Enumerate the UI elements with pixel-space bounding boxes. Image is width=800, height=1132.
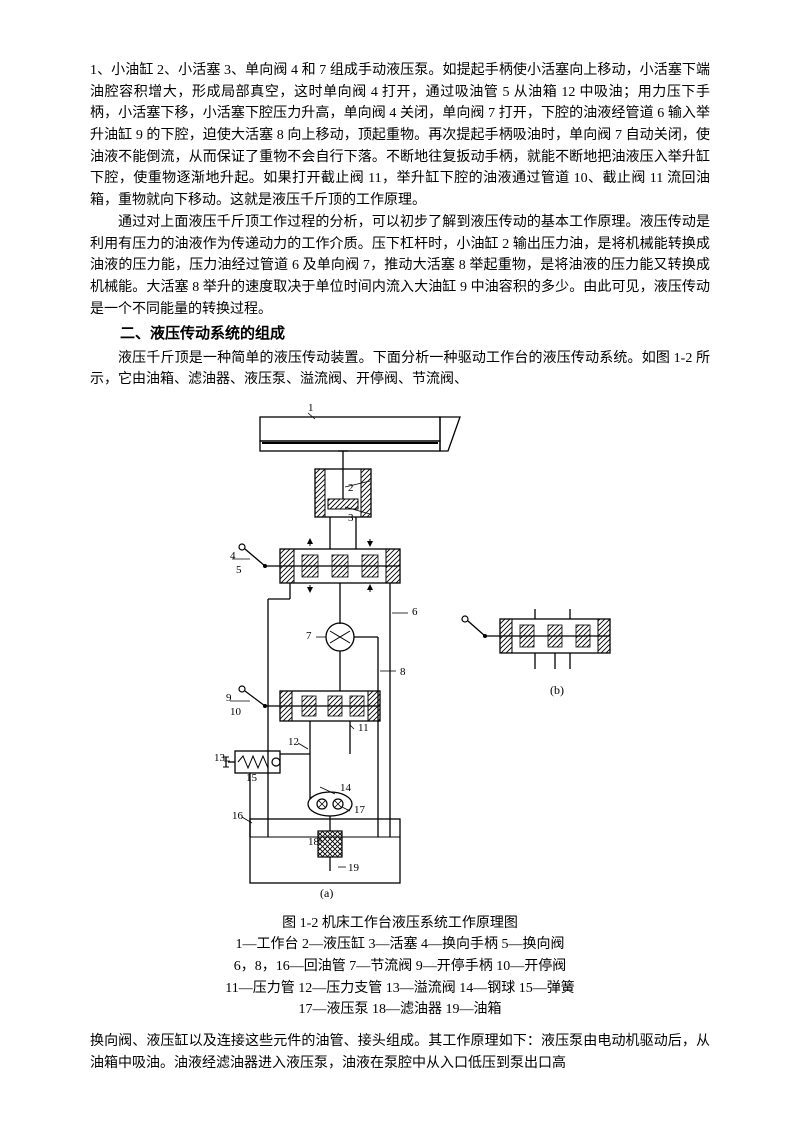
- hydraulic-diagram-svg: 1 2 3 4 5 6 7 8 9 10 11 12 13 14 15 16 1: [170, 399, 630, 899]
- svg-text:2: 2: [348, 482, 354, 494]
- svg-text:19: 19: [348, 862, 360, 874]
- paragraph-1: 1、小油缸 2、小活塞 3、单向阀 4 和 7 组成手动液压泵。如提起手柄使小活…: [90, 60, 710, 212]
- svg-text:17: 17: [354, 804, 366, 816]
- paragraph-4: 换向阀、液压缸以及连接这些元件的油管、接头组成。其工作原理如下：液压泵由电动机驱…: [90, 1031, 710, 1074]
- sublabel-a: (a): [320, 886, 333, 899]
- svg-text:6: 6: [412, 606, 418, 618]
- hydraulic-cylinder: [315, 451, 371, 539]
- caption-line-3: 11—压力管 12—压力支管 13—溢流阀 14—钢球 15—弹簧: [90, 978, 710, 1000]
- hydraulic-pump: [308, 792, 352, 831]
- worktable: [260, 417, 460, 451]
- paragraph-2: 通过对上面液压千斤顶工作过程的分析，可以初步了解到液压传动的基本工作原理。液压传…: [90, 212, 710, 320]
- svg-text:1: 1: [308, 402, 314, 414]
- caption-line-4: 17—液压泵 18—滤油器 19—油箱: [90, 999, 710, 1021]
- svg-text:12: 12: [288, 736, 299, 748]
- sublabel-b: (b): [550, 683, 564, 697]
- subfigure-b: (b): [462, 609, 610, 697]
- svg-text:18: 18: [308, 836, 320, 848]
- document-page: 1、小油缸 2、小活塞 3、单向阀 4 和 7 组成手动液压泵。如提起手柄使小活…: [0, 0, 800, 1114]
- svg-text:8: 8: [400, 666, 406, 678]
- caption-line-2: 6，8，16—回油管 7—节流阀 9—开停手柄 10—开停阀: [90, 956, 710, 978]
- svg-text:4: 4: [230, 550, 236, 562]
- svg-text:14: 14: [340, 782, 352, 794]
- relief-valve: [223, 751, 335, 819]
- svg-text:9: 9: [226, 692, 232, 704]
- caption-line-1: 1—工作台 2—液压缸 3—活塞 4—换向手柄 5—换向阀: [90, 934, 710, 956]
- svg-text:5: 5: [236, 564, 242, 576]
- svg-text:7: 7: [306, 630, 312, 642]
- svg-text:11: 11: [358, 722, 369, 734]
- subfigure-a: 1 2 3 4 5 6 7 8 9 10 11 12 13 14 15 16 1: [214, 402, 460, 899]
- caption-title: 图 1-2 机床工作台液压系统工作原理图: [90, 913, 710, 935]
- section-heading-2: 二、液压传动系统的组成: [90, 322, 710, 345]
- svg-text:16: 16: [232, 810, 244, 822]
- direction-valve: [239, 539, 400, 592]
- svg-text:13: 13: [214, 752, 226, 764]
- paragraph-3: 液压千斤顶是一种简单的液压传动装置。下面分析一种驱动工作台的液压传动系统。如图 …: [90, 348, 710, 391]
- svg-text:10: 10: [230, 706, 242, 718]
- svg-text:15: 15: [246, 772, 258, 784]
- figure-1-2: 1 2 3 4 5 6 7 8 9 10 11 12 13 14 15 16 1: [90, 399, 710, 907]
- figure-caption: 图 1-2 机床工作台液压系统工作原理图 1—工作台 2—液压缸 3—活塞 4—…: [90, 913, 710, 1021]
- svg-text:3: 3: [348, 512, 354, 524]
